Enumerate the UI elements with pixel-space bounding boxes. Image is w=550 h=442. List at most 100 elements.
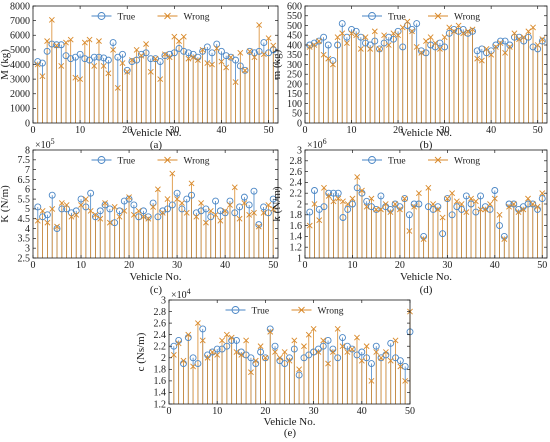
true-point <box>472 208 480 216</box>
true-point <box>401 362 409 370</box>
wrong-point <box>354 334 360 341</box>
y-tick-label: 2.2 <box>290 189 303 200</box>
wrong-point <box>180 357 187 364</box>
wrong-point <box>315 349 322 355</box>
x-axis-label: Vehicle No. <box>400 271 452 283</box>
wrong-point <box>39 73 46 80</box>
true-point <box>128 58 136 66</box>
true-point <box>353 184 361 192</box>
wrong-point <box>241 200 248 206</box>
true-point <box>439 230 447 238</box>
true-point <box>246 47 254 55</box>
legend: True Wrong <box>91 12 210 23</box>
wrong-point <box>176 38 182 45</box>
wrong-point <box>67 36 74 43</box>
true-point <box>236 203 244 211</box>
axes-frame <box>32 149 279 259</box>
wrong-point <box>87 207 94 214</box>
wrong-point <box>306 222 313 229</box>
legend-true-label: True <box>388 157 406 167</box>
wrong-point <box>463 209 470 216</box>
true-point <box>524 33 532 41</box>
y-tick-label: 200 <box>287 79 302 90</box>
wrong-point <box>212 211 219 218</box>
wrong-point <box>349 346 356 353</box>
true-point <box>231 209 239 217</box>
wrong-point <box>305 331 312 338</box>
true-point <box>48 191 56 199</box>
legend-true-marker <box>97 12 106 20</box>
true-point <box>467 200 475 208</box>
wrong-point <box>501 236 508 243</box>
wrong-point <box>233 349 240 355</box>
wrong-point <box>286 357 293 364</box>
wrong-point <box>530 24 536 31</box>
true-point <box>199 325 207 333</box>
y-tick-label: 1.8 <box>154 365 167 376</box>
wrong-point <box>469 26 476 33</box>
wrong-point <box>392 201 399 207</box>
true-point <box>87 189 95 197</box>
wrong-point <box>133 46 140 53</box>
true-point <box>510 200 518 208</box>
true-point <box>413 20 421 27</box>
x-tick-label: 50 <box>268 260 278 271</box>
wrong-point <box>185 55 192 62</box>
wrong-point <box>246 211 253 218</box>
true-point <box>343 33 351 41</box>
true-point <box>154 213 162 221</box>
wrong-point <box>218 58 225 65</box>
y-tick-label: 50 <box>292 109 302 120</box>
x-tick-label: 30 <box>169 125 179 136</box>
wrong-point <box>344 201 351 207</box>
wrong-point <box>174 196 181 203</box>
wrong-point <box>520 206 527 213</box>
y-exponent-label: ×104 <box>171 287 191 301</box>
wrong-point <box>502 49 509 56</box>
y-tick-label: 400 <box>287 40 302 51</box>
true-point <box>315 37 323 45</box>
wrong-point <box>48 16 55 23</box>
wrong-point <box>53 42 60 49</box>
wrong-point <box>483 45 490 52</box>
true-point <box>261 354 269 362</box>
wrong-point <box>316 38 322 45</box>
true-point <box>486 205 494 213</box>
true-point <box>199 47 207 55</box>
legend-wrong-label: Wrong <box>454 13 480 23</box>
wrong-point <box>91 63 98 69</box>
y-tick-label: 2.6 <box>154 318 167 329</box>
wrong-point <box>39 207 46 214</box>
wrong-point <box>339 343 346 350</box>
wrong-point <box>44 219 51 226</box>
wrong-point <box>510 201 517 207</box>
legend-true-marker <box>231 306 240 314</box>
wrong-point <box>291 337 298 344</box>
wrong-point <box>301 343 307 350</box>
x-tick-label: 0 <box>167 406 172 417</box>
true-point <box>443 195 451 203</box>
wrong-point <box>334 34 341 41</box>
true-point <box>339 334 346 342</box>
y-tick-label: 4 <box>25 224 30 235</box>
y-tick-label: 1.4 <box>154 388 167 399</box>
wrong-point <box>378 206 384 213</box>
true-point <box>538 37 546 45</box>
y-tick-label: 7 <box>25 165 30 176</box>
wrong-point <box>260 209 267 216</box>
wrong-point <box>209 349 216 355</box>
axes-frame <box>168 299 411 405</box>
wrong-point <box>432 40 439 46</box>
y-tick-label: 2 <box>297 199 302 210</box>
y-exponent-label: ×105 <box>35 137 55 151</box>
true-point <box>334 354 342 362</box>
wrong-point <box>420 236 427 243</box>
true-point <box>189 354 197 362</box>
true-point <box>76 50 84 58</box>
y-tick-label: 2000 <box>10 89 30 100</box>
true-point <box>90 53 98 61</box>
true-point <box>197 207 205 215</box>
y-tick-label: 2 <box>161 353 166 364</box>
wrong-point <box>49 205 56 212</box>
true-point <box>529 200 537 208</box>
